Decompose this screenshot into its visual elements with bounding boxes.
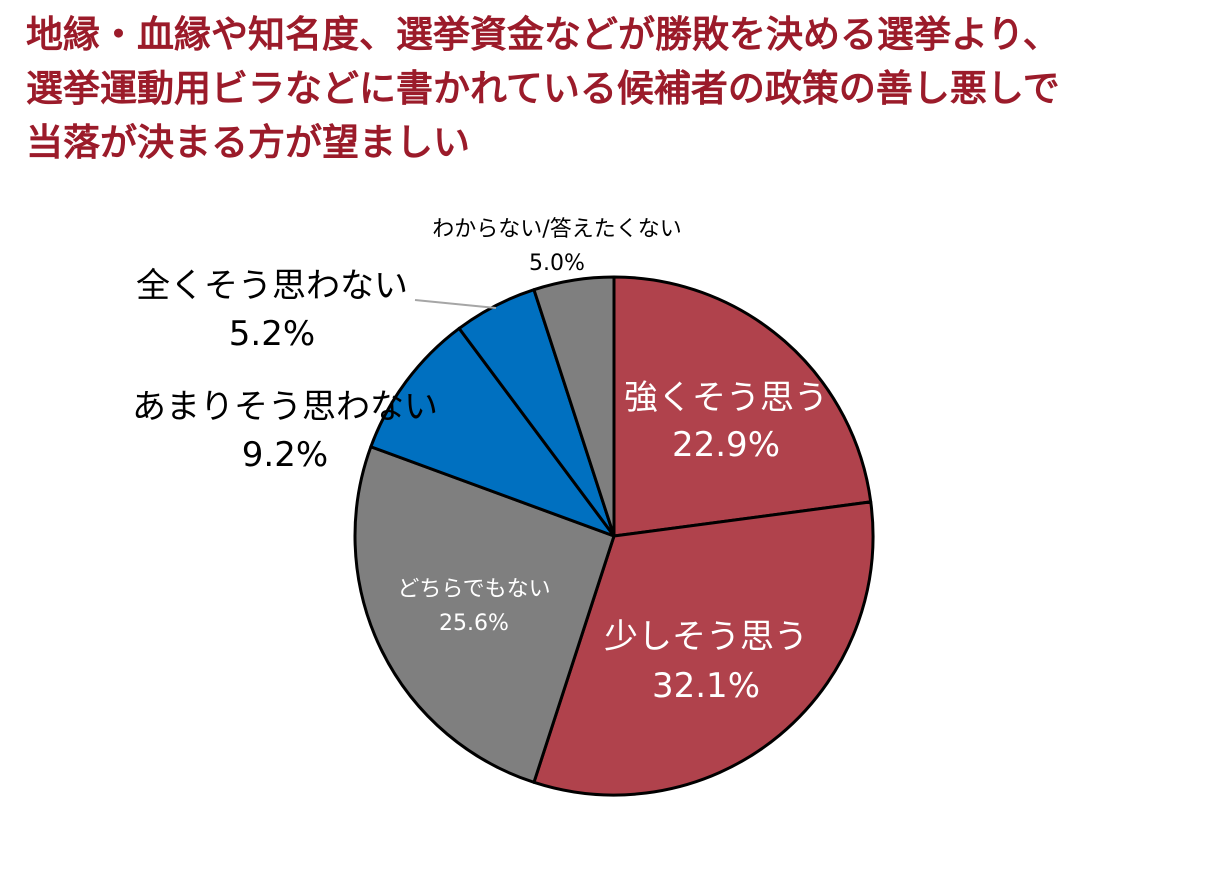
pie-slices xyxy=(353,275,875,797)
leader-line-5 xyxy=(414,299,497,309)
chart-title-line-2: 選挙運動用ビラなどに書かれている候補者の政策の善し悪しで xyxy=(26,67,1060,110)
slice-label-6: わからない/答えたくない xyxy=(432,217,681,242)
pie-slice-3 xyxy=(353,445,616,784)
pie-slice-4 xyxy=(369,326,616,538)
slice-value-2: 32.1% xyxy=(652,666,760,706)
chart-title: 地縁・血縁や知名度、選挙資金などが勝敗を決める選挙より、 選挙運動用ビラなどに書… xyxy=(26,8,1206,170)
slice-value-1: 22.9% xyxy=(672,425,780,465)
slice-label-1: 強くそう思う xyxy=(624,378,828,418)
slice-value-6: 5.0% xyxy=(529,251,585,276)
chart-title-line-1: 地縁・血縁や知名度、選挙資金などが勝敗を決める選挙より、 xyxy=(26,13,1060,56)
slice-label-5: 全くそう思わない xyxy=(136,266,408,306)
pie-labels: 強くそう思う 22.9% 少しそう思う 32.1% どちらでもない 25.6% あまりそう思… xyxy=(132,217,828,706)
slice-value-4: 9.2% xyxy=(242,435,328,475)
chart-title-line-3: 当落が決まる方が望ましい xyxy=(26,121,470,164)
slice-value-3: 25.6% xyxy=(439,611,509,636)
pie-slice-6 xyxy=(532,275,616,538)
pie-slice-1 xyxy=(612,275,873,538)
slice-label-4: あまりそう思わない xyxy=(132,387,438,427)
slice-label-3: どちらでもない xyxy=(397,577,550,602)
slice-value-5: 5.2% xyxy=(229,314,315,354)
pie-slice-2 xyxy=(532,500,875,797)
slice-label-2: 少しそう思う xyxy=(604,617,808,657)
